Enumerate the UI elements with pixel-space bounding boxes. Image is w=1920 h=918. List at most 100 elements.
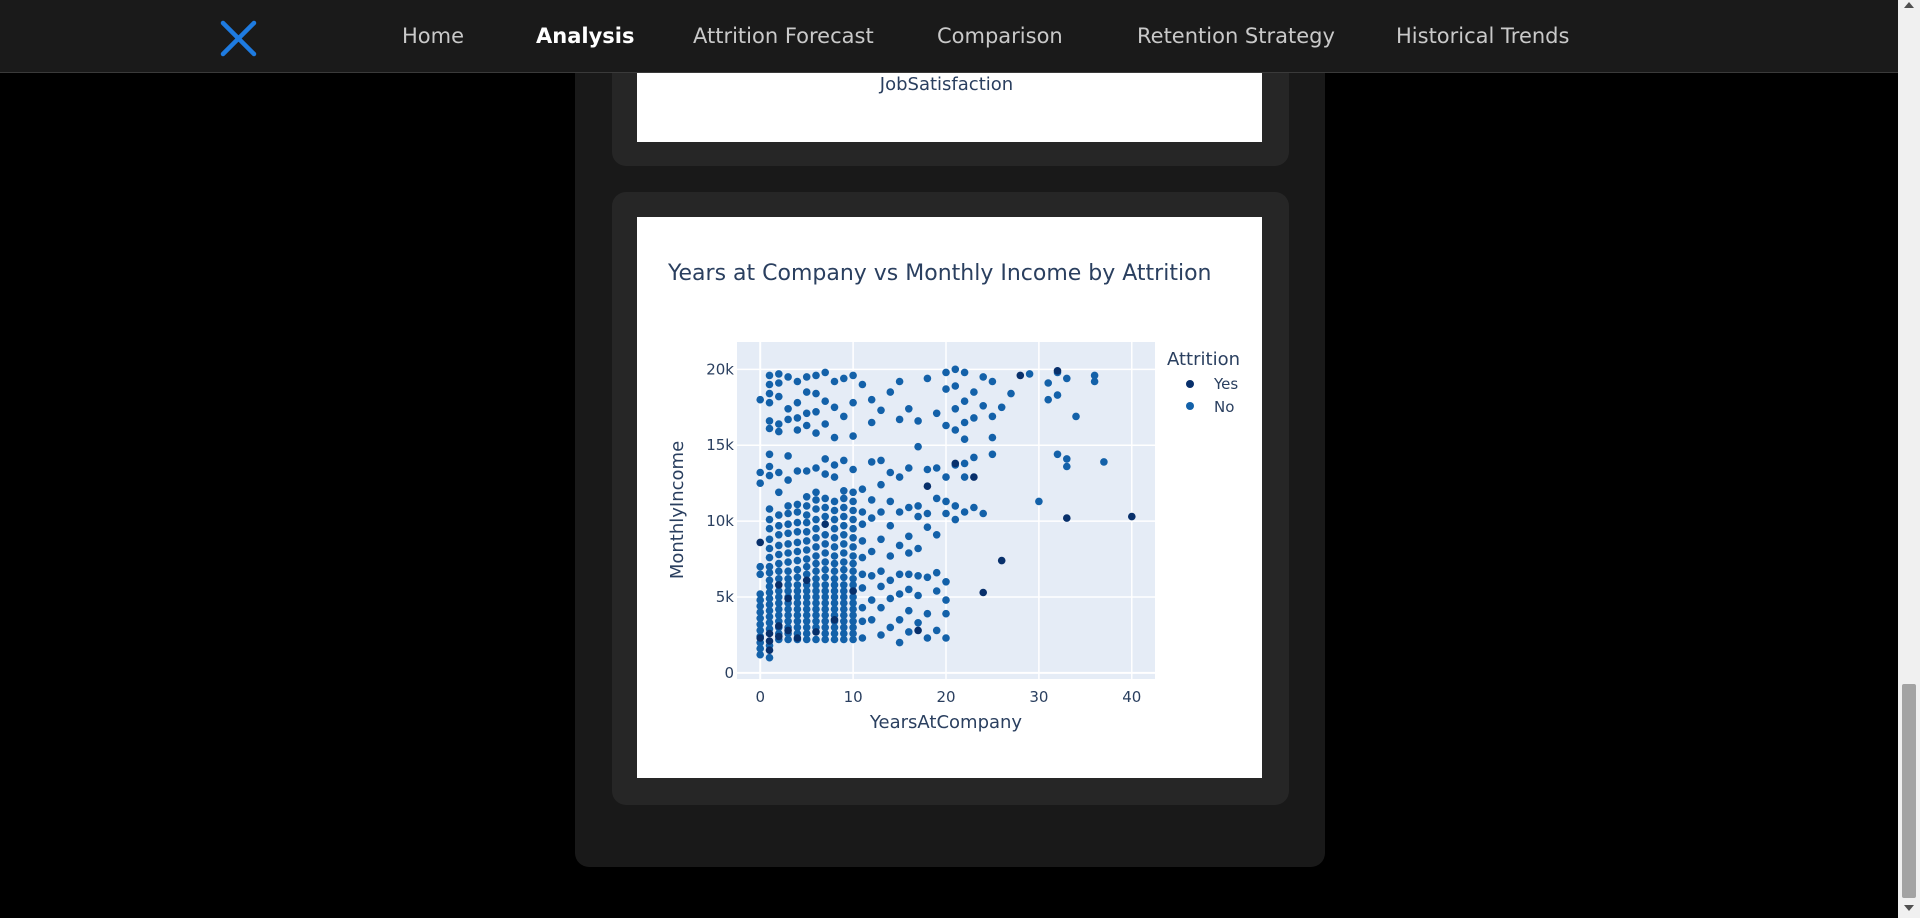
scatter-point-no[interactable] xyxy=(756,590,764,598)
scatter-point-no[interactable] xyxy=(821,368,829,377)
scatter-point-no[interactable] xyxy=(821,593,829,601)
scatter-point-no[interactable] xyxy=(849,629,857,638)
scatter-point-no[interactable] xyxy=(951,365,960,374)
scatter-point-no[interactable] xyxy=(830,593,839,601)
scatter-point-no[interactable] xyxy=(914,442,922,451)
scatter-point-no[interactable] xyxy=(830,433,839,442)
scatter-point-no[interactable] xyxy=(960,397,969,405)
scatter-point-no[interactable] xyxy=(858,553,867,562)
scatter-point-no[interactable] xyxy=(942,596,950,604)
scatter-point-no[interactable] xyxy=(775,587,783,595)
scatter-point-no[interactable] xyxy=(784,540,792,548)
scatter-point-no[interactable] xyxy=(830,599,839,607)
scatter-point-no[interactable] xyxy=(830,497,839,506)
scatter-point-no[interactable] xyxy=(942,634,950,642)
scatter-point-no[interactable] xyxy=(812,599,820,607)
scatter-point-no[interactable] xyxy=(905,628,913,636)
scatter-point-no[interactable] xyxy=(970,503,978,512)
scatter-point-no[interactable] xyxy=(886,552,895,560)
scatter-point-no[interactable] xyxy=(802,388,811,396)
scatter-point-yes[interactable] xyxy=(1053,367,1062,375)
scatter-point-no[interactable] xyxy=(756,620,764,629)
scatter-point-no[interactable] xyxy=(821,581,829,589)
scatter-point-no[interactable] xyxy=(942,509,950,518)
scatter-point-no[interactable] xyxy=(867,418,876,427)
scatter-point-no[interactable] xyxy=(756,614,764,623)
scatter-point-no[interactable] xyxy=(802,467,811,475)
scatter-point-no[interactable] xyxy=(812,534,820,542)
scatter-point-no[interactable] xyxy=(988,412,997,421)
scatter-point-no[interactable] xyxy=(821,599,829,607)
scatter-point-no[interactable] xyxy=(793,593,802,601)
scatter-point-no[interactable] xyxy=(905,585,913,594)
scatter-point-no[interactable] xyxy=(765,606,774,615)
scatter-point-no[interactable] xyxy=(756,395,764,404)
scatter-point-no[interactable] xyxy=(858,380,867,389)
scatter-point-no[interactable] xyxy=(765,619,774,627)
scatter-point-no[interactable] xyxy=(923,374,932,383)
scatter-point-no[interactable] xyxy=(802,562,811,571)
scatter-point-no[interactable] xyxy=(840,565,848,574)
scatter-point-no[interactable] xyxy=(812,593,820,601)
scrollbar-thumb[interactable] xyxy=(1902,684,1916,898)
scatter-point-no[interactable] xyxy=(765,582,774,591)
scatter-point-no[interactable] xyxy=(849,623,857,632)
nav-link-retention-strategy[interactable]: Retention Strategy xyxy=(1137,24,1335,48)
scatter-point-no[interactable] xyxy=(886,576,895,585)
scatter-point-no[interactable] xyxy=(867,572,876,580)
scatter-point-no[interactable] xyxy=(765,371,774,380)
scatter-point-no[interactable] xyxy=(1063,455,1071,463)
scatter-point-no[interactable] xyxy=(988,377,997,386)
scatter-point-no[interactable] xyxy=(775,550,783,559)
scatter-point-no[interactable] xyxy=(765,398,774,407)
scatter-point-no[interactable] xyxy=(951,515,960,524)
scatter-point-no[interactable] xyxy=(812,567,820,575)
scatter-point-no[interactable] xyxy=(867,547,876,556)
scatter-point-no[interactable] xyxy=(942,473,950,481)
scatter-point-no[interactable] xyxy=(932,409,941,418)
scatter-point-no[interactable] xyxy=(877,535,885,544)
scatter-point-no[interactable] xyxy=(849,506,857,515)
scatter-point-no[interactable] xyxy=(877,508,885,516)
scatter-point-no[interactable] xyxy=(775,559,783,568)
scatter-point-no[interactable] xyxy=(784,611,792,619)
scatter-point-no[interactable] xyxy=(784,520,792,528)
scatter-point-no[interactable] xyxy=(775,575,783,583)
scatter-point-no[interactable] xyxy=(849,617,857,626)
page-scrollbar[interactable] xyxy=(1898,0,1920,918)
scatter-point-yes[interactable] xyxy=(765,646,774,654)
scatter-point-no[interactable] xyxy=(858,634,867,642)
scatter-point-no[interactable] xyxy=(821,470,829,478)
scatter-point-no[interactable] xyxy=(784,635,792,644)
scatter-point-no[interactable] xyxy=(775,605,783,613)
scatter-point-yes[interactable] xyxy=(793,634,802,642)
scatter-point-no[interactable] xyxy=(886,497,895,506)
scatter-point-no[interactable] xyxy=(765,471,774,480)
scatter-point-no[interactable] xyxy=(784,452,792,460)
scatter-point-no[interactable] xyxy=(775,420,783,428)
scatter-point-no[interactable] xyxy=(858,508,867,516)
scatter-point-no[interactable] xyxy=(1053,391,1062,399)
scatter-point-no[interactable] xyxy=(877,582,885,591)
scroll-up-arrow-icon[interactable] xyxy=(1904,2,1914,8)
scatter-point-no[interactable] xyxy=(812,605,820,613)
scatter-point-no[interactable] xyxy=(793,398,802,407)
scatter-point-no[interactable] xyxy=(821,494,829,503)
scatter-point-no[interactable] xyxy=(830,524,839,533)
scatter-point-no[interactable] xyxy=(1090,371,1099,380)
scatter-point-yes[interactable] xyxy=(756,634,764,642)
scatter-point-yes[interactable] xyxy=(979,588,987,597)
scatter-point-no[interactable] xyxy=(821,617,829,626)
scatter-point-no[interactable] xyxy=(840,623,848,632)
scatter-point-no[interactable] xyxy=(905,570,913,579)
scatter-point-no[interactable] xyxy=(765,653,774,662)
scatter-point-no[interactable] xyxy=(840,593,848,601)
scatter-point-no[interactable] xyxy=(830,567,839,575)
scatter-point-no[interactable] xyxy=(784,405,792,413)
scatter-point-no[interactable] xyxy=(802,537,811,545)
scatter-point-no[interactable] xyxy=(849,605,857,613)
scatter-point-no[interactable] xyxy=(756,596,764,604)
scatter-point-no[interactable] xyxy=(849,543,857,551)
scatter-point-no[interactable] xyxy=(802,493,811,501)
scatter-point-no[interactable] xyxy=(914,512,922,521)
